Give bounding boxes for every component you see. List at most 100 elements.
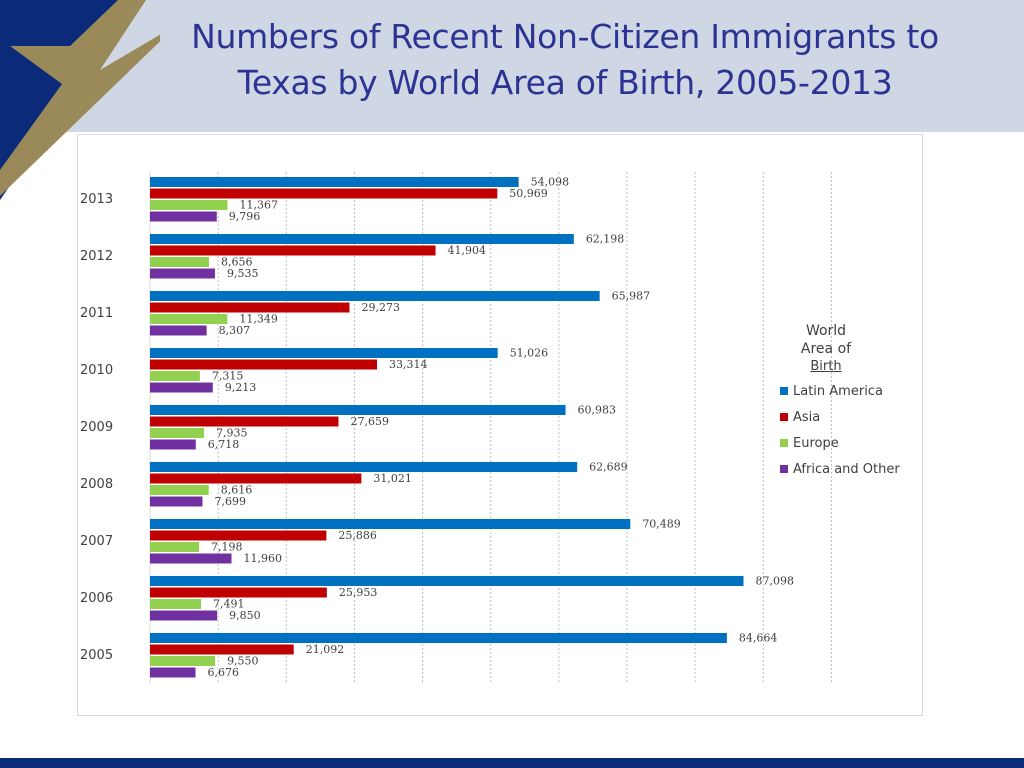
tick-label-2007: 2007: [80, 534, 113, 549]
data-label-asia-2011: 29,273: [361, 301, 400, 314]
legend-swatch-europe: [780, 439, 788, 447]
bar-asia-2005: [150, 644, 294, 655]
bar-latin-america-2008: [150, 462, 578, 472]
tick-label-2010: 2010: [80, 363, 113, 378]
legend-title: World Area of Birth: [780, 322, 872, 376]
bar-europe-2013: [150, 200, 228, 210]
data-label-latin-america-2009: 60,983: [578, 404, 617, 417]
bar-europe-2009: [150, 428, 205, 438]
data-label-europe-2007: 7,198: [211, 541, 243, 554]
data-label-latin-america-2008: 62,689: [589, 461, 628, 474]
data-label-europe-2006: 7,491: [213, 598, 245, 611]
legend-swatch-africa-and-other: [780, 465, 788, 473]
bar-asia-2007: [150, 530, 327, 541]
bar-asia-2009: [150, 416, 339, 427]
data-label-africa-and-other-2006: 9,850: [229, 609, 261, 622]
legend-title-line-3: Birth: [810, 359, 842, 374]
bar-africa-and-other-2006: [150, 610, 218, 621]
bar-latin-america-2007: [150, 519, 631, 529]
data-label-africa-and-other-2012: 9,535: [227, 267, 259, 280]
bar-latin-america-2011: [150, 291, 600, 301]
slide-header: Numbers of Recent Non-Citizen Immigrants…: [0, 0, 1024, 200]
bar-latin-america-2009: [150, 405, 566, 415]
bar-asia-2010: [150, 359, 378, 370]
data-label-asia-2010: 33,314: [389, 358, 428, 371]
data-label-africa-and-other-2005: 6,676: [207, 666, 239, 679]
tick-label-2011: 2011: [80, 306, 113, 321]
bar-asia-2006: [150, 587, 327, 598]
page-title: Numbers of Recent Non-Citizen Immigrants…: [160, 14, 970, 106]
data-label-asia-2012: 41,904: [448, 244, 487, 257]
bar-asia-2011: [150, 302, 350, 313]
legend-title-line-1: World: [805, 323, 847, 339]
bar-africa-and-other-2011: [150, 325, 207, 336]
bar-africa-and-other-2005: [150, 667, 196, 678]
data-label-africa-and-other-2010: 9,213: [225, 381, 256, 394]
bar-africa-and-other-2007: [150, 553, 232, 564]
data-label-europe-2013: 11,367: [239, 199, 278, 212]
bar-europe-2008: [150, 485, 209, 495]
legend-label-europe: Europe: [793, 435, 839, 451]
data-label-latin-america-2012: 62,198: [586, 233, 625, 246]
data-label-latin-america-2010: 51,026: [510, 347, 548, 360]
legend-item-africa-and-other: Africa and Other: [780, 456, 920, 482]
data-label-africa-and-other-2007: 11,960: [243, 552, 281, 565]
star-icon: [0, 0, 160, 200]
data-label-asia-2007: 25,886: [338, 529, 377, 542]
tick-label-2008: 2008: [80, 477, 113, 492]
bar-africa-and-other-2012: [150, 268, 215, 279]
legend-label-africa-and-other: Africa and Other: [793, 461, 900, 477]
data-label-africa-and-other-2011: 8,307: [219, 324, 251, 337]
bar-latin-america-2013: [150, 177, 519, 187]
bar-europe-2006: [150, 599, 202, 609]
legend-item-europe: Europe: [780, 430, 920, 456]
data-label-asia-2008: 31,021: [373, 472, 412, 485]
legend-swatch-latin-america: [780, 387, 788, 395]
data-label-africa-and-other-2013: 9,796: [229, 210, 260, 223]
data-label-europe-2010: 7,315: [212, 370, 244, 383]
tick-label-2013: 2013: [80, 192, 113, 207]
legend-title-line-2: Area of: [800, 341, 852, 357]
data-label-africa-and-other-2009: 6,718: [208, 438, 240, 451]
bar-latin-america-2010: [150, 348, 498, 358]
data-label-asia-2006: 25,953: [339, 586, 378, 599]
bar-africa-and-other-2009: [150, 439, 196, 450]
bar-asia-2013: [150, 188, 498, 199]
title-line-2: Texas by World Area of Birth, 2005-2013: [237, 63, 893, 102]
bar-europe-2012: [150, 257, 209, 267]
bar-europe-2007: [150, 542, 200, 552]
data-label-africa-and-other-2008: 7,699: [214, 495, 246, 508]
data-label-latin-america-2006: 87,098: [756, 575, 795, 588]
data-label-latin-america-2005: 84,664: [739, 632, 778, 645]
chart-legend: World Area of Birth Latin America Asia E…: [780, 322, 920, 482]
tick-label-2006: 2006: [80, 591, 113, 606]
data-label-asia-2013: 50,969: [509, 187, 548, 200]
data-label-europe-2009: 7,935: [216, 427, 248, 440]
bar-europe-2011: [150, 314, 228, 324]
bar-europe-2005: [150, 656, 216, 666]
footer-bar: [0, 758, 1024, 768]
legend-item-asia: Asia: [780, 404, 920, 430]
bar-asia-2012: [150, 245, 436, 256]
legend-items: Latin America Asia Europe Africa and Oth…: [780, 378, 920, 482]
tick-label-2009: 2009: [80, 420, 113, 435]
data-label-europe-2012: 8,656: [221, 256, 253, 269]
data-label-asia-2005: 21,092: [306, 643, 345, 656]
data-label-latin-america-2013: 54,098: [531, 176, 570, 189]
bar-africa-and-other-2010: [150, 382, 213, 393]
bar-latin-america-2012: [150, 234, 574, 244]
legend-swatch-asia: [780, 413, 788, 421]
bar-asia-2008: [150, 473, 362, 484]
tick-label-2005: 2005: [80, 648, 113, 663]
data-label-latin-america-2011: 65,987: [612, 290, 651, 303]
data-label-asia-2009: 27,659: [350, 415, 389, 428]
bar-latin-america-2005: [150, 633, 727, 643]
data-label-europe-2011: 11,349: [239, 313, 277, 326]
bar-europe-2010: [150, 371, 200, 381]
title-line-1: Numbers of Recent Non-Citizen Immigrants…: [191, 17, 939, 56]
legend-label-asia: Asia: [793, 409, 821, 425]
data-label-europe-2008: 8,616: [221, 484, 253, 497]
data-label-europe-2005: 9,550: [227, 655, 259, 668]
legend-item-latin-america: Latin America: [780, 378, 920, 404]
